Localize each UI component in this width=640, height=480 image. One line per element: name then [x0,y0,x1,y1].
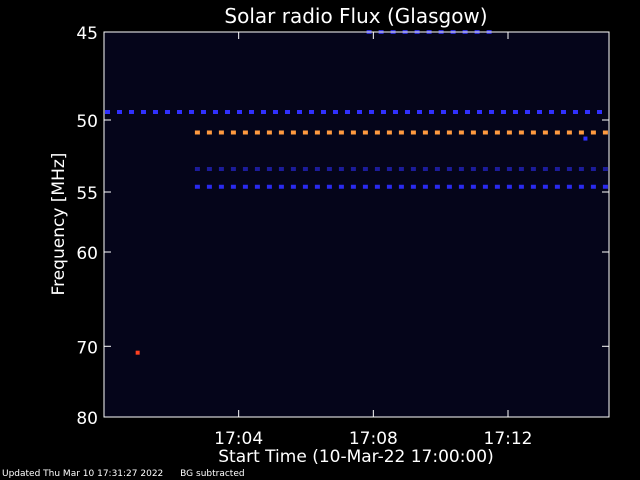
y-axis-label: Frequency [MHz] [49,153,69,296]
emission-spot [583,136,588,141]
updated-timestamp: Updated Thu Mar 10 17:31:27 2022 [2,469,164,479]
plot-area [104,32,609,417]
x-tick-label: 17:04 [214,429,263,449]
background-note: BG subtracted [180,469,245,479]
x-tick-label: 17:08 [349,429,398,449]
x-tick-label: 17:12 [484,429,533,449]
emission-spot [135,350,140,355]
x-axis-label: Start Time (10-Mar-22 17:00:00) [218,447,493,467]
y-tick-label: 80 [76,409,98,429]
y-tick-label: 70 [76,338,98,358]
y-tick-label: 50 [76,112,98,132]
y-tick-label: 60 [76,244,98,264]
y-tick-label: 45 [76,24,98,44]
y-axis: 45 50 55 60 70 80 [76,24,609,429]
x-axis: 17:04 17:08 17:12 [214,32,533,449]
plot-frame [103,31,610,418]
chart-title: Solar radio Flux (Glasgow) [224,4,487,28]
footer: Updated Thu Mar 10 17:31:27 2022 BG subt… [2,469,245,479]
emission-spots [135,136,588,355]
y-tick-label: 55 [76,184,98,204]
